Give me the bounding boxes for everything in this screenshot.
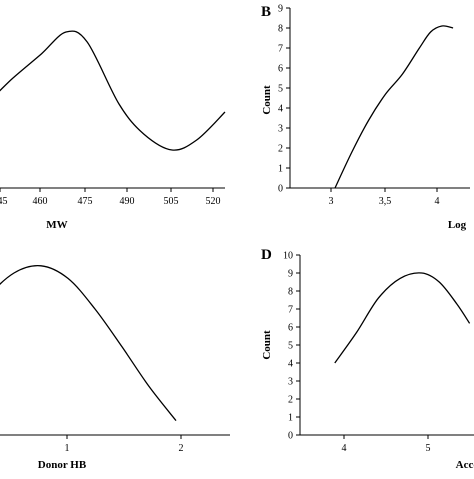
panel-d: 4 5 0 1 2 3 4 5 6 7 8 9 10 Accep Count D [261, 247, 474, 471]
panel-d-y-tick-label: 4 [288, 359, 293, 370]
panel-c-x-tick-label: 2 [179, 443, 184, 454]
panel-b-y-tick-label: 2 [278, 144, 283, 155]
panel-a: 445 460 475 490 505 520 MW [0, 30, 226, 231]
panel-b-y-tick-label: 4 [278, 104, 283, 115]
panel-c-x-tick-label: 1 [65, 443, 70, 454]
panel-d-x-axis-label: Accep [456, 459, 474, 471]
panel-d-x-tick-label: 5 [426, 443, 431, 454]
panel-b-y-tick-label: 3 [278, 124, 283, 135]
panel-b-x-tick-label: 3 [329, 196, 334, 207]
panel-c-x-axis-label: Donor HB [38, 459, 87, 471]
panel-b-y-tick-label: 5 [278, 84, 283, 95]
panel-c-series-line [0, 264, 177, 422]
panel-b-series-line [334, 25, 454, 189]
panel-a-x-axis-label: MW [46, 219, 67, 231]
panel-d-label: D [261, 247, 272, 263]
panel-d-y-tick-label: 5 [288, 341, 293, 352]
panel-b-label: B [261, 4, 271, 20]
panel-b-y-tick-label: 1 [278, 164, 283, 175]
panel-a-x-tick-label: 490 [120, 196, 135, 207]
panel-b-x-tick-label: 4 [435, 196, 440, 207]
panel-a-series-line [0, 30, 226, 151]
panel-d-y-tick-label: 9 [288, 269, 293, 280]
panel-b-y-tick-label: 6 [278, 64, 283, 75]
panel-d-series-line [334, 272, 471, 364]
panel-d-y-tick-label: 8 [288, 287, 293, 298]
panel-d-y-tick-label: 7 [288, 305, 293, 316]
panel-d-y-tick-label: 0 [288, 431, 293, 442]
panel-a-x-tick-label: 520 [206, 196, 221, 207]
panel-d-y-tick-label: 6 [288, 323, 293, 334]
panel-a-x-tick-label: 505 [164, 196, 179, 207]
panel-c: 1 2 Donor HB [0, 264, 230, 471]
panel-b-y-axis-label: Count [261, 85, 273, 115]
panel-b-x-axis-label: Log [448, 219, 467, 231]
panel-d-y-tick-label: 3 [288, 377, 293, 388]
panel-a-x-tick-label: 460 [33, 196, 48, 207]
panel-b-y-tick-label: 9 [278, 4, 283, 15]
panel-b-y-tick-label: 7 [278, 44, 283, 55]
panel-d-y-tick-label: 2 [288, 395, 293, 406]
panel-b-y-tick-label: 8 [278, 24, 283, 35]
panel-d-y-tick-label: 1 [288, 413, 293, 424]
panel-b: 3 3,5 4 0 1 2 3 4 5 6 7 8 9 Log Count B [261, 4, 470, 231]
panel-b-y-tick-label: 0 [278, 184, 283, 195]
panel-d-y-tick-label: 10 [283, 251, 293, 262]
panel-d-y-axis-label: Count [261, 330, 273, 360]
panel-a-x-tick-label: 475 [78, 196, 93, 207]
panel-b-x-tick-label: 3,5 [379, 196, 392, 207]
panel-d-x-tick-label: 4 [342, 443, 347, 454]
panel-a-x-tick-label: 445 [0, 196, 8, 207]
